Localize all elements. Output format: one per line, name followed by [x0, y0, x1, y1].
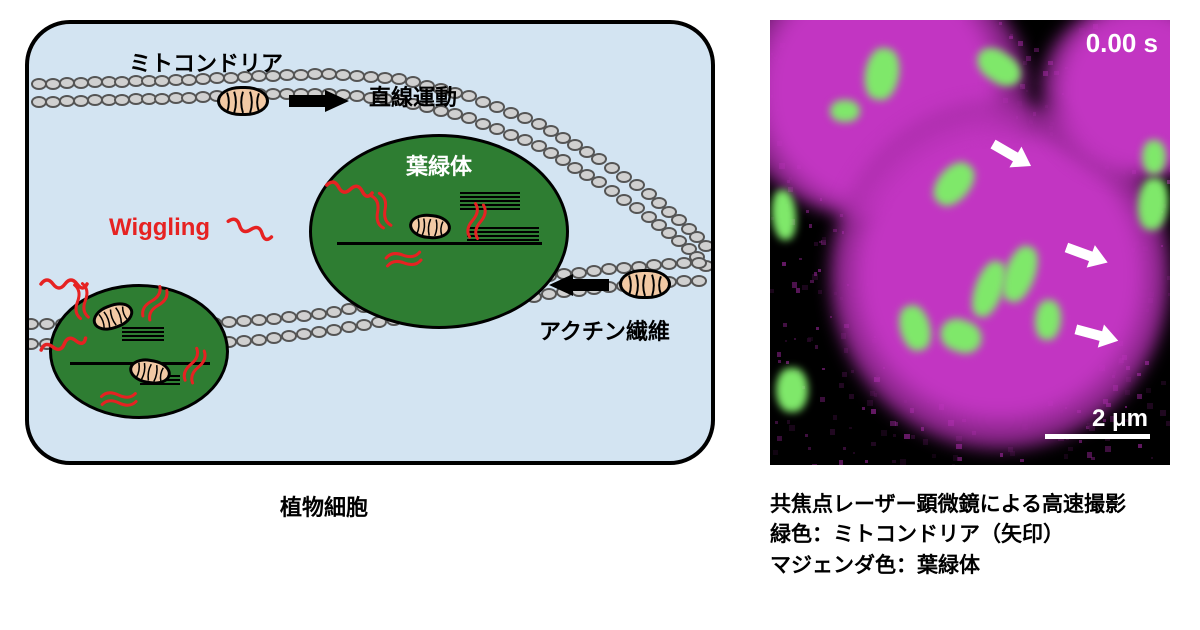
scale-bar [1045, 434, 1150, 439]
motion-arrow-icon [549, 274, 609, 296]
wiggling-label: Wiggling [109, 214, 210, 242]
wiggle-mark [39, 274, 89, 299]
wiggle-mark [98, 387, 140, 415]
mitochondrion-blob [776, 368, 808, 412]
caption-line: マジェンダ色：葉緑体 [770, 551, 1126, 581]
actin-label: アクチン繊維 [539, 314, 670, 346]
mitochondrion-icon [217, 86, 269, 116]
time-label: 0.00 s [1086, 28, 1158, 59]
caption-line: 緑色：ミトコンドリア（矢印） [770, 520, 1126, 550]
scale-bar-label: 2 μm [1092, 405, 1148, 433]
mitochondrion-icon [619, 269, 671, 299]
mitochondrion-blob [1142, 140, 1166, 174]
right-caption: 共焦点レーザー顕微鏡による高速撮影 緑色：ミトコンドリア（矢印） マジェンダ色：… [770, 490, 1126, 581]
wiggle-mark [221, 211, 277, 252]
caption-line: 共焦点レーザー顕微鏡による高速撮影 [770, 490, 1126, 520]
mitochondria-label: ミトコンドリア [129, 46, 283, 78]
motion-arrow-icon [289, 90, 349, 112]
thylakoid-stack [122, 327, 164, 343]
plant-cell-diagram: 葉緑体 ミトコンドリア 直線運動 Wiggling アク [25, 20, 715, 465]
linear-motion-label: 直線運動 [369, 80, 457, 112]
left-caption: 植物細胞 [280, 490, 368, 522]
mitochondrion-blob [830, 100, 860, 122]
figure-canvas: 葉緑体 ミトコンドリア 直線運動 Wiggling アク [0, 0, 1200, 630]
chloroplast-label: 葉緑体 [406, 149, 472, 181]
microscopy-image: 0.00 s 2 μm [770, 20, 1170, 465]
